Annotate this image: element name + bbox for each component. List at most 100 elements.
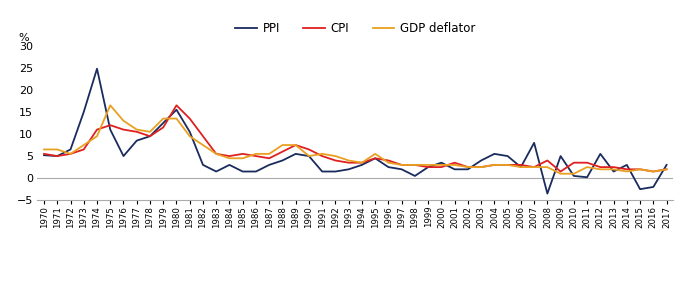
- CPI: [477, 165, 486, 169]
- CPI: [398, 163, 406, 167]
- GDP deflator: [120, 119, 128, 122]
- PPI: [623, 163, 631, 167]
- CPI: [437, 165, 445, 169]
- PPI: [596, 152, 605, 156]
- CPI: [305, 148, 313, 151]
- CPI: [609, 165, 617, 169]
- PPI: [186, 130, 194, 134]
- PPI: [292, 152, 300, 156]
- PPI: [252, 170, 260, 173]
- GDP deflator: [53, 148, 61, 151]
- CPI: [570, 161, 578, 164]
- PPI: [212, 170, 220, 173]
- CPI: [358, 161, 366, 164]
- PPI: [398, 168, 406, 171]
- CPI: [424, 165, 432, 169]
- PPI: [120, 154, 128, 158]
- GDP deflator: [186, 134, 194, 138]
- CPI: [252, 154, 260, 158]
- GDP deflator: [464, 165, 472, 169]
- PPI: [371, 156, 379, 160]
- PPI: [570, 174, 578, 178]
- PPI: [464, 168, 472, 171]
- CPI: [120, 128, 128, 131]
- CPI: [212, 152, 220, 156]
- GDP deflator: [371, 152, 379, 156]
- CPI: [199, 134, 207, 138]
- PPI: [437, 161, 445, 164]
- PPI: [40, 154, 48, 157]
- CPI: [649, 170, 658, 173]
- PPI: [173, 108, 181, 112]
- CPI: [146, 134, 154, 138]
- GDP deflator: [504, 163, 512, 167]
- CPI: [278, 150, 286, 153]
- CPI: [623, 168, 631, 171]
- Line: PPI: PPI: [44, 69, 666, 194]
- GDP deflator: [490, 163, 498, 167]
- PPI: [67, 148, 75, 151]
- PPI: [517, 165, 525, 169]
- GDP deflator: [649, 170, 658, 173]
- CPI: [186, 117, 194, 120]
- GDP deflator: [583, 165, 591, 169]
- GDP deflator: [212, 152, 220, 156]
- GDP deflator: [146, 130, 154, 134]
- CPI: [517, 163, 525, 167]
- PPI: [159, 121, 167, 125]
- GDP deflator: [40, 148, 48, 151]
- Text: %: %: [18, 33, 29, 43]
- GDP deflator: [609, 168, 617, 171]
- PPI: [239, 170, 247, 173]
- PPI: [530, 141, 538, 144]
- PPI: [106, 128, 114, 131]
- CPI: [265, 156, 273, 160]
- PPI: [345, 168, 353, 171]
- CPI: [504, 163, 512, 167]
- PPI: [609, 170, 617, 173]
- CPI: [133, 130, 141, 134]
- GDP deflator: [292, 143, 300, 147]
- GDP deflator: [384, 161, 392, 164]
- PPI: [80, 110, 88, 114]
- GDP deflator: [556, 172, 564, 175]
- PPI: [662, 163, 670, 167]
- GDP deflator: [477, 165, 486, 169]
- GDP deflator: [225, 156, 233, 160]
- GDP deflator: [265, 152, 273, 156]
- GDP deflator: [80, 143, 88, 147]
- PPI: [331, 170, 339, 173]
- Line: CPI: CPI: [44, 105, 666, 172]
- CPI: [318, 154, 326, 158]
- PPI: [411, 174, 419, 178]
- GDP deflator: [331, 154, 339, 158]
- CPI: [345, 161, 353, 164]
- GDP deflator: [252, 152, 260, 156]
- GDP deflator: [398, 163, 406, 167]
- PPI: [583, 176, 591, 179]
- PPI: [556, 154, 564, 158]
- GDP deflator: [133, 128, 141, 131]
- PPI: [384, 165, 392, 169]
- PPI: [358, 163, 366, 167]
- PPI: [490, 152, 498, 156]
- PPI: [93, 67, 101, 70]
- GDP deflator: [93, 134, 101, 138]
- PPI: [424, 165, 432, 169]
- CPI: [40, 152, 48, 156]
- GDP deflator: [345, 159, 353, 162]
- GDP deflator: [662, 168, 670, 171]
- PPI: [305, 154, 313, 158]
- PPI: [318, 170, 326, 173]
- CPI: [636, 168, 644, 171]
- GDP deflator: [305, 154, 313, 158]
- GDP deflator: [159, 117, 167, 120]
- CPI: [530, 165, 538, 169]
- GDP deflator: [570, 172, 578, 175]
- GDP deflator: [239, 156, 247, 160]
- CPI: [411, 163, 419, 167]
- PPI: [649, 185, 658, 189]
- PPI: [199, 163, 207, 167]
- CPI: [67, 152, 75, 156]
- PPI: [278, 159, 286, 162]
